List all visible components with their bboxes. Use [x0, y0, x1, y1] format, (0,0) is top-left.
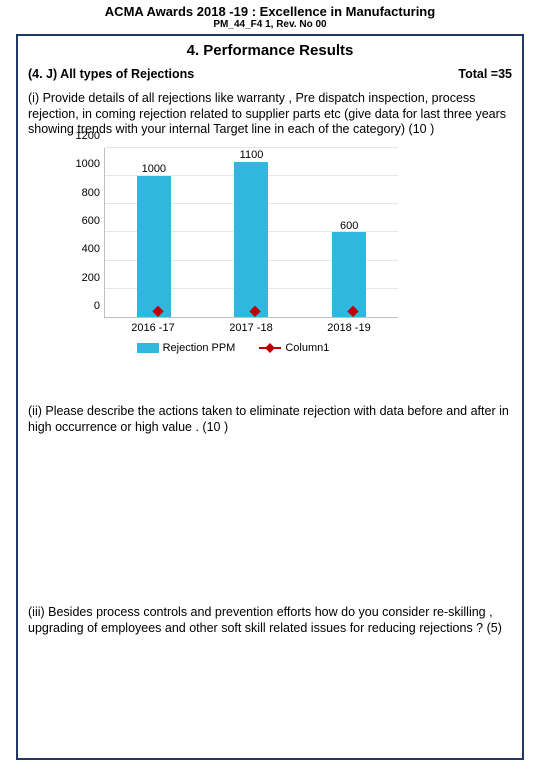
x-axis: 2016 -17 2017 -18 2018 -19: [104, 318, 398, 334]
ytick: 600: [82, 215, 100, 227]
rejection-chart: 0 200 400 600 800 1000 1200 1000: [68, 148, 398, 354]
section-sub-left: (4. J) All types of Rejections: [28, 67, 194, 81]
ytick: 1000: [76, 158, 100, 170]
question-2: (ii) Please describe the actions taken t…: [28, 404, 512, 435]
legend-item: Column1: [259, 342, 329, 354]
page-header: ACMA Awards 2018 -19 : Excellence in Man…: [0, 0, 540, 32]
xtick: 2017 -18: [229, 322, 272, 334]
legend-label: Column1: [285, 342, 329, 354]
bar-value-label: 600: [340, 220, 358, 232]
header-sub: PM_44_F4 1, Rev. No 00: [0, 19, 540, 30]
bar-group: 1000: [105, 148, 203, 317]
legend-item: Rejection PPM: [137, 342, 236, 354]
legend-swatch-line: [259, 347, 281, 349]
bar-value-label: 1100: [240, 149, 264, 161]
bar: [137, 176, 171, 317]
section-subheading-row: (4. J) All types of Rejections Total =35: [28, 67, 512, 81]
chart-area: 0 200 400 600 800 1000 1200 1000: [68, 148, 398, 318]
ytick: 0: [94, 300, 100, 312]
chart-legend: Rejection PPM Column1: [68, 342, 398, 354]
legend-label: Rejection PPM: [163, 342, 236, 354]
section-title: 4. Performance Results: [28, 42, 512, 59]
legend-swatch-bar: [137, 343, 159, 353]
question-3: (iii) Besides process controls and preve…: [28, 605, 512, 636]
header-title: ACMA Awards 2018 -19 : Excellence in Man…: [0, 4, 540, 19]
bars-container: 1000 1100 600: [105, 148, 398, 317]
xtick: 2016 -17: [131, 322, 174, 334]
bar-value-label: 1000: [142, 163, 166, 175]
section-sub-right: Total =35: [458, 67, 512, 81]
ytick: 400: [82, 243, 100, 255]
question-1: (i) Provide details of all rejections li…: [28, 91, 512, 138]
xtick: 2018 -19: [327, 322, 370, 334]
ytick: 200: [82, 272, 100, 284]
ytick: 1200: [76, 130, 100, 142]
y-axis: 0 200 400 600 800 1000 1200: [68, 148, 104, 318]
ytick: 800: [82, 187, 100, 199]
bar: [234, 162, 268, 317]
plot-area: 1000 1100 600: [104, 148, 398, 318]
bar-group: 1100: [203, 148, 301, 317]
bar: [332, 232, 366, 317]
bar-group: 600: [300, 148, 398, 317]
content-frame: 4. Performance Results (4. J) All types …: [16, 34, 524, 760]
